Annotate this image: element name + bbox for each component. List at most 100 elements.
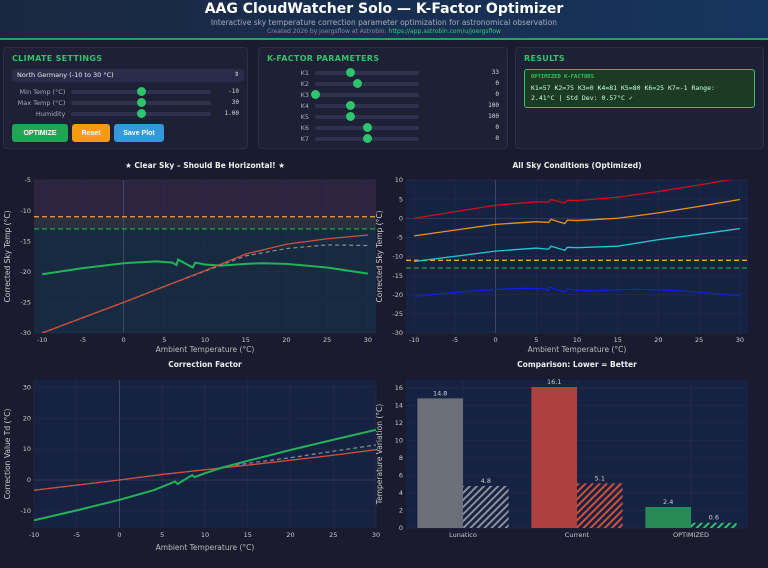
optimized-results-box: OPTIMIZED K-FACTORS K1=57 K2=75 K3=0 K4=… (524, 69, 755, 108)
slider-thumb[interactable] (137, 86, 147, 96)
k-slider-track[interactable] (315, 78, 419, 88)
save-plot-button[interactable]: Save Plot (114, 124, 164, 142)
k-slider-row: K6 0 (267, 122, 499, 133)
k-slider-row: K5 100 (267, 111, 499, 122)
y-tick-label: 4 (399, 489, 403, 497)
credit-line: Created 2026 by joergsflow at Astrobin: … (0, 28, 768, 36)
chart-title: ★ Clear Sky – Should Be Horizontal! ★ (125, 161, 285, 170)
slider-label: K7 (300, 134, 309, 143)
chart-title: Comparison: Lower = Better (517, 360, 637, 369)
slider-label: K3 (300, 90, 309, 99)
slider-value: 0 (495, 91, 499, 98)
k-slider-track[interactable] (311, 89, 419, 99)
x-tick-label: -10 (409, 336, 420, 344)
y-tick-label: -20 (392, 291, 403, 299)
k-slider-track[interactable] (315, 133, 419, 143)
slider-label: K2 (300, 79, 309, 88)
climate-slider-track[interactable] (71, 86, 212, 96)
bar-range (531, 387, 577, 528)
region-value: North Germany (-10 to 30 °C) (17, 71, 114, 79)
chart-1: -10 -5 0 5 10 15 20 25 30 -30 -25 -20 -15 -10 -5 ★ Clea… (3, 161, 376, 354)
y-axis-label: Correction Value Td (°C) (3, 409, 12, 500)
climate-slider-row: Max Temp (°C) 30 (12, 97, 239, 108)
page-title: AAG CloudWatcher Solo — K-Factor Optimiz… (204, 1, 564, 17)
y-tick-label: 12 (395, 419, 403, 427)
slider-value: 0 (495, 80, 499, 87)
climate-slider-track[interactable] (71, 108, 212, 118)
y-axis-label: Temperature Variation (°C) (375, 404, 384, 505)
climate-slider-row: Humidity 1.00 (12, 108, 239, 119)
x-tick-label: -5 (80, 336, 86, 344)
slider-thumb[interactable] (363, 133, 372, 143)
category-label: Lunatico (449, 531, 477, 539)
y-tick-label: -10 (20, 507, 31, 515)
series-line (414, 286, 740, 297)
app-header: AAG CloudWatcher Solo — K-Factor Optimiz… (0, 0, 768, 40)
k-slider-track[interactable] (315, 100, 419, 110)
chart-2: -10 -5 0 5 10 15 20 25 30 -30 -25 -20 -15 -10 -5 0 5 10 Al… (375, 161, 748, 354)
bar-std-dev (463, 485, 509, 528)
chevron-updown-icon: ⇕ (233, 71, 239, 78)
y-tick-label: 5 (399, 195, 403, 203)
k-slider-track[interactable] (315, 122, 419, 132)
chart-4: 0 2 4 6 8 10 12 14 16 Lunatico 14.8 4.8 Current 16.1 5… (375, 360, 748, 539)
region-select[interactable]: North Germany (-10 to 30 °C) ⇕ (12, 69, 244, 82)
slider-thumb[interactable] (352, 78, 362, 88)
slider-value: 1.00 (224, 110, 239, 117)
climate-slider-track[interactable] (71, 97, 212, 107)
x-tick-label: 0 (122, 336, 126, 344)
slider-thumb[interactable] (346, 100, 356, 110)
reset-button[interactable]: Reset (72, 124, 110, 142)
x-tick-label: 25 (329, 531, 337, 539)
y-tick-label: 10 (23, 445, 31, 453)
slider-value: 0 (495, 124, 499, 131)
slider-thumb[interactable] (311, 89, 320, 99)
slider-thumb[interactable] (137, 97, 147, 107)
x-tick-label: 5 (160, 531, 164, 539)
bar-value-label: 16.1 (547, 378, 561, 386)
credit-text: Created 2026 by joergsflow at Astrobin: (267, 28, 387, 35)
y-tick-label: 10 (395, 437, 403, 445)
slider-label: Max Temp (°C) (17, 98, 66, 107)
k-slider-row: K2 0 (267, 78, 499, 89)
y-tick-label: 16 (395, 384, 403, 392)
x-tick-label: -10 (29, 531, 40, 539)
bar-std-dev (691, 522, 737, 528)
x-tick-label: 30 (736, 336, 744, 344)
slider-label: K4 (300, 101, 309, 110)
k-slider-row: K7 0 (267, 133, 499, 144)
x-tick-label: 20 (654, 336, 662, 344)
slider-value: -10 (228, 88, 239, 95)
x-tick-label: 30 (364, 336, 372, 344)
y-tick-label: 20 (23, 414, 31, 422)
x-axis-label: Ambient Temperature (°C) (156, 543, 255, 552)
series-line (41, 258, 369, 276)
y-tick-label: -25 (20, 299, 31, 307)
x-tick-label: 25 (323, 336, 331, 344)
category-label: OPTIMIZED (673, 531, 709, 539)
chart-title: All Sky Conditions (Optimized) (512, 161, 641, 170)
optimize-button[interactable]: OPTIMIZE (12, 124, 68, 142)
y-tick-label: 8 (399, 454, 403, 462)
slider-thumb[interactable] (137, 108, 147, 118)
x-tick-label: 0 (494, 336, 498, 344)
slider-thumb[interactable] (346, 67, 356, 77)
y-tick-label: 6 (399, 472, 403, 480)
slider-thumb[interactable] (346, 111, 356, 121)
k-slider-track[interactable] (315, 111, 419, 121)
series-line (414, 198, 740, 237)
optimized-kfactors-title: OPTIMIZED K-FACTORS (531, 74, 594, 80)
y-tick-label: -15 (20, 237, 31, 245)
k-slider-track[interactable] (315, 67, 419, 77)
x-tick-label: -5 (74, 531, 80, 539)
y-tick-label: -5 (25, 176, 31, 184)
astrobin-link[interactable]: https://app.astrobin.com/u/joergsflow (388, 28, 501, 35)
slider-thumb[interactable] (363, 122, 372, 132)
bar-value-label: 2.4 (663, 498, 673, 506)
series-line (34, 428, 376, 522)
y-tick-label: -30 (20, 329, 31, 337)
page-subtitle: Interactive sky temperature correction p… (210, 18, 558, 27)
bar-value-label: 14.8 (433, 389, 447, 397)
x-tick-label: 10 (201, 336, 209, 344)
y-tick-label: -5 (397, 234, 403, 242)
